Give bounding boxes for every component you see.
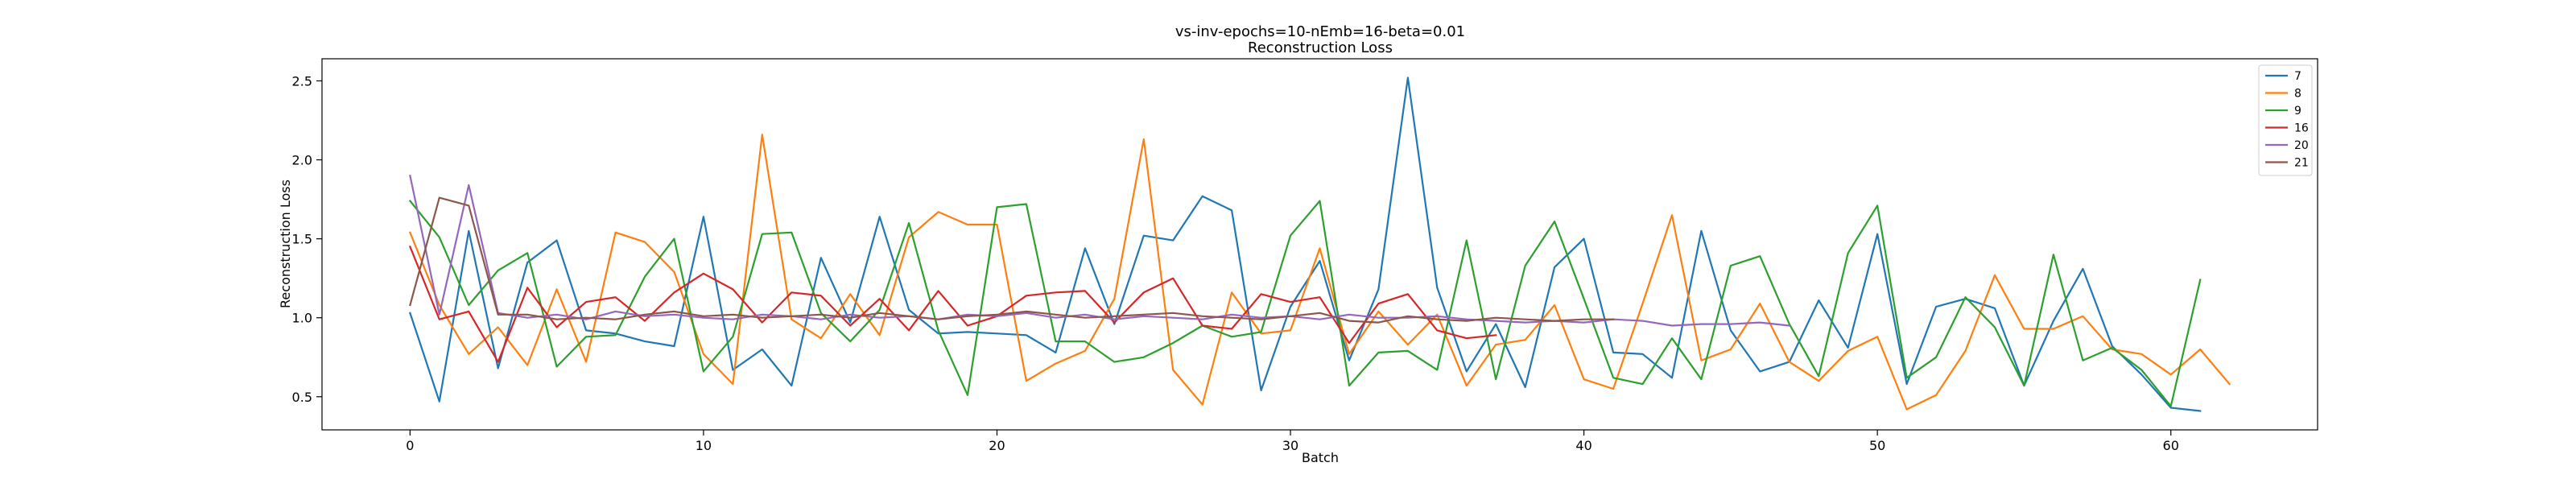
series-line-16 <box>408 245 1497 363</box>
x-tick-label: 60 <box>2163 438 2179 453</box>
legend-label-20: 20 <box>2294 139 2309 152</box>
legend-label-7: 7 <box>2294 70 2301 83</box>
x-tick-label: 40 <box>1575 438 1591 453</box>
series-layer <box>408 76 2231 412</box>
chart-title: vs-inv-epochs=10-nEmb=16-beta=0.01 <box>1175 23 1465 40</box>
y-tick-label: 0.5 <box>292 390 312 405</box>
y-axis-label: Reconstruction Loss <box>278 180 293 308</box>
y-axis: 0.5 1.0 1.5 2.0 2.5 <box>292 73 322 405</box>
series-line-20 <box>409 174 1791 327</box>
x-tick-label: 10 <box>696 438 712 453</box>
legend-label-8: 8 <box>2294 88 2301 101</box>
y-tick-label: 1.0 <box>292 311 312 326</box>
series-line-8 <box>408 134 2231 411</box>
series-line-9 <box>408 200 2202 407</box>
y-tick-label: 2.0 <box>292 153 312 168</box>
series-line-21 <box>409 196 1615 324</box>
x-axis-label: Batch <box>1302 450 1339 465</box>
y-tick-label: 1.5 <box>292 232 312 247</box>
x-tick-label: 0 <box>406 438 414 453</box>
legend: 7 8 9 16 20 21 <box>2258 64 2313 176</box>
series-line-7 <box>409 76 2202 412</box>
legend-label-16: 16 <box>2294 122 2309 135</box>
y-tick-label: 2.5 <box>292 73 312 89</box>
x-tick-label: 30 <box>1282 438 1298 453</box>
x-tick-label: 50 <box>1869 438 1885 453</box>
legend-label-21: 21 <box>2294 157 2309 170</box>
x-axis: 0 10 20 30 40 50 60 <box>406 430 2179 453</box>
chart-subtitle: Reconstruction Loss <box>1248 39 1393 56</box>
x-tick-label: 20 <box>989 438 1005 453</box>
plot-frame <box>321 58 2318 431</box>
legend-label-9: 9 <box>2294 105 2301 118</box>
